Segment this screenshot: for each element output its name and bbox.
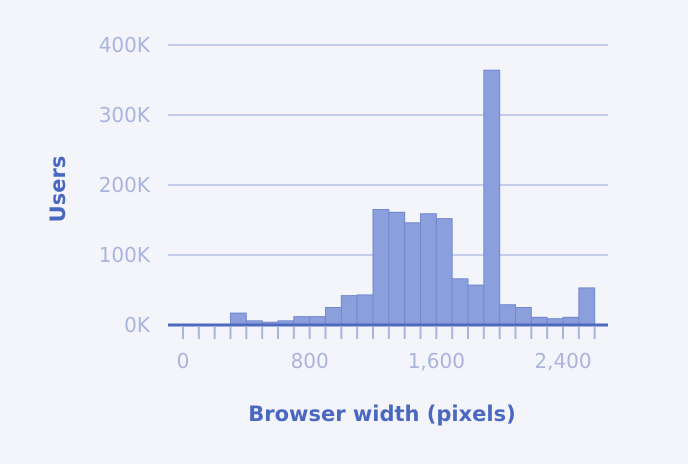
y-axis-tick-labels: 0K 100K 200K 300K 400K	[99, 33, 151, 337]
histogram-bar	[340, 295, 358, 326]
histogram-bar	[483, 69, 501, 326]
x-tick-label: 800	[291, 349, 329, 373]
histogram-bar	[356, 294, 374, 326]
histogram-bar	[499, 304, 516, 326]
y-tick-label: 300K	[99, 103, 151, 127]
histogram-bar	[467, 284, 485, 326]
x-axis-ticks	[182, 327, 596, 339]
histogram-bar	[515, 307, 532, 326]
x-tick-label: 1,600	[408, 349, 465, 373]
y-tick-label: 400K	[99, 33, 151, 57]
x-tick-label: 0	[177, 349, 190, 373]
histogram-bar	[388, 211, 406, 326]
histogram-bar	[230, 312, 247, 326]
x-axis-title: Browser width (pixels)	[248, 402, 515, 426]
histogram-bar	[578, 287, 596, 326]
histogram-bar	[404, 222, 421, 326]
y-axis-title: Users	[46, 156, 70, 223]
histogram-bar	[325, 307, 342, 326]
x-tick-label: 2,400	[534, 349, 591, 373]
y-tick-label: 100K	[99, 243, 151, 267]
histogram-bar	[451, 278, 469, 326]
histogram-bar	[420, 213, 437, 326]
x-axis-tick-labels: 0 800 1,600 2,400	[177, 349, 592, 373]
histogram-bar	[372, 209, 390, 326]
histogram-bars	[230, 69, 596, 326]
y-tick-label: 0K	[124, 313, 151, 337]
y-tick-label: 200K	[99, 173, 151, 197]
histogram-bar	[435, 218, 453, 326]
